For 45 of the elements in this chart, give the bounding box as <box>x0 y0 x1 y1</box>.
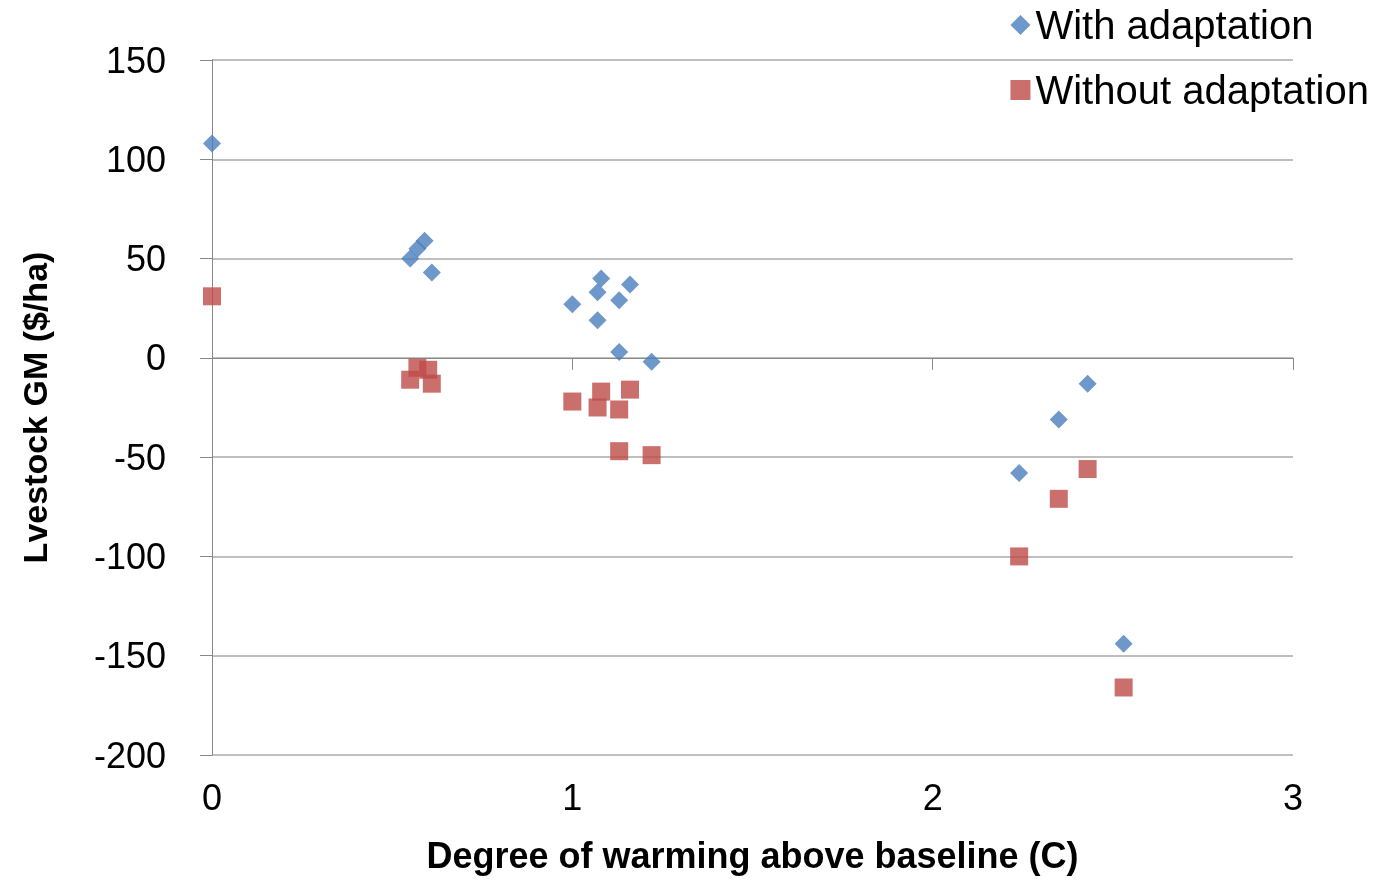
y-tick-label: 100 <box>105 138 166 180</box>
point <box>563 295 582 314</box>
y-tick-label: -100 <box>93 535 166 577</box>
point <box>642 352 661 371</box>
x-axis-title: Degree of warming above baseline (C) <box>426 834 1079 876</box>
point <box>610 400 629 419</box>
point <box>1114 634 1133 653</box>
y-tick-label: -50 <box>113 436 166 478</box>
point <box>563 392 582 411</box>
point <box>1010 547 1029 566</box>
point <box>588 283 607 302</box>
y-tick-label: 0 <box>145 337 166 379</box>
point <box>422 263 441 282</box>
y-tick-label: -150 <box>93 635 166 677</box>
y-axis-title: Lvestock GM ($/ha) <box>16 251 54 564</box>
x-tick-label: 0 <box>201 776 223 818</box>
point <box>1078 460 1097 479</box>
point <box>592 269 611 288</box>
point <box>610 291 629 310</box>
x-tick-label: 2 <box>922 776 943 818</box>
point <box>203 287 221 306</box>
x-tick-label: 1 <box>562 776 583 818</box>
point <box>422 374 441 393</box>
point <box>588 311 607 330</box>
x-tick-label: 3 <box>1282 776 1304 818</box>
point <box>203 134 221 153</box>
point <box>588 398 607 417</box>
y-tick-label: 150 <box>105 39 166 81</box>
point <box>1078 374 1097 393</box>
point <box>610 442 629 461</box>
point <box>1114 678 1133 697</box>
point <box>642 446 661 465</box>
point <box>1010 464 1029 483</box>
legend-label: With adaptation <box>1035 3 1314 47</box>
y-tick-label: 50 <box>125 238 166 280</box>
y-tick-label: -200 <box>93 734 166 776</box>
point <box>620 275 639 294</box>
point <box>415 231 434 250</box>
point <box>592 382 611 401</box>
point <box>1049 410 1068 429</box>
point <box>1049 489 1068 508</box>
legend-label: Without adaptation <box>1035 68 1370 112</box>
point <box>620 380 639 399</box>
point <box>401 249 420 268</box>
point <box>610 342 629 361</box>
